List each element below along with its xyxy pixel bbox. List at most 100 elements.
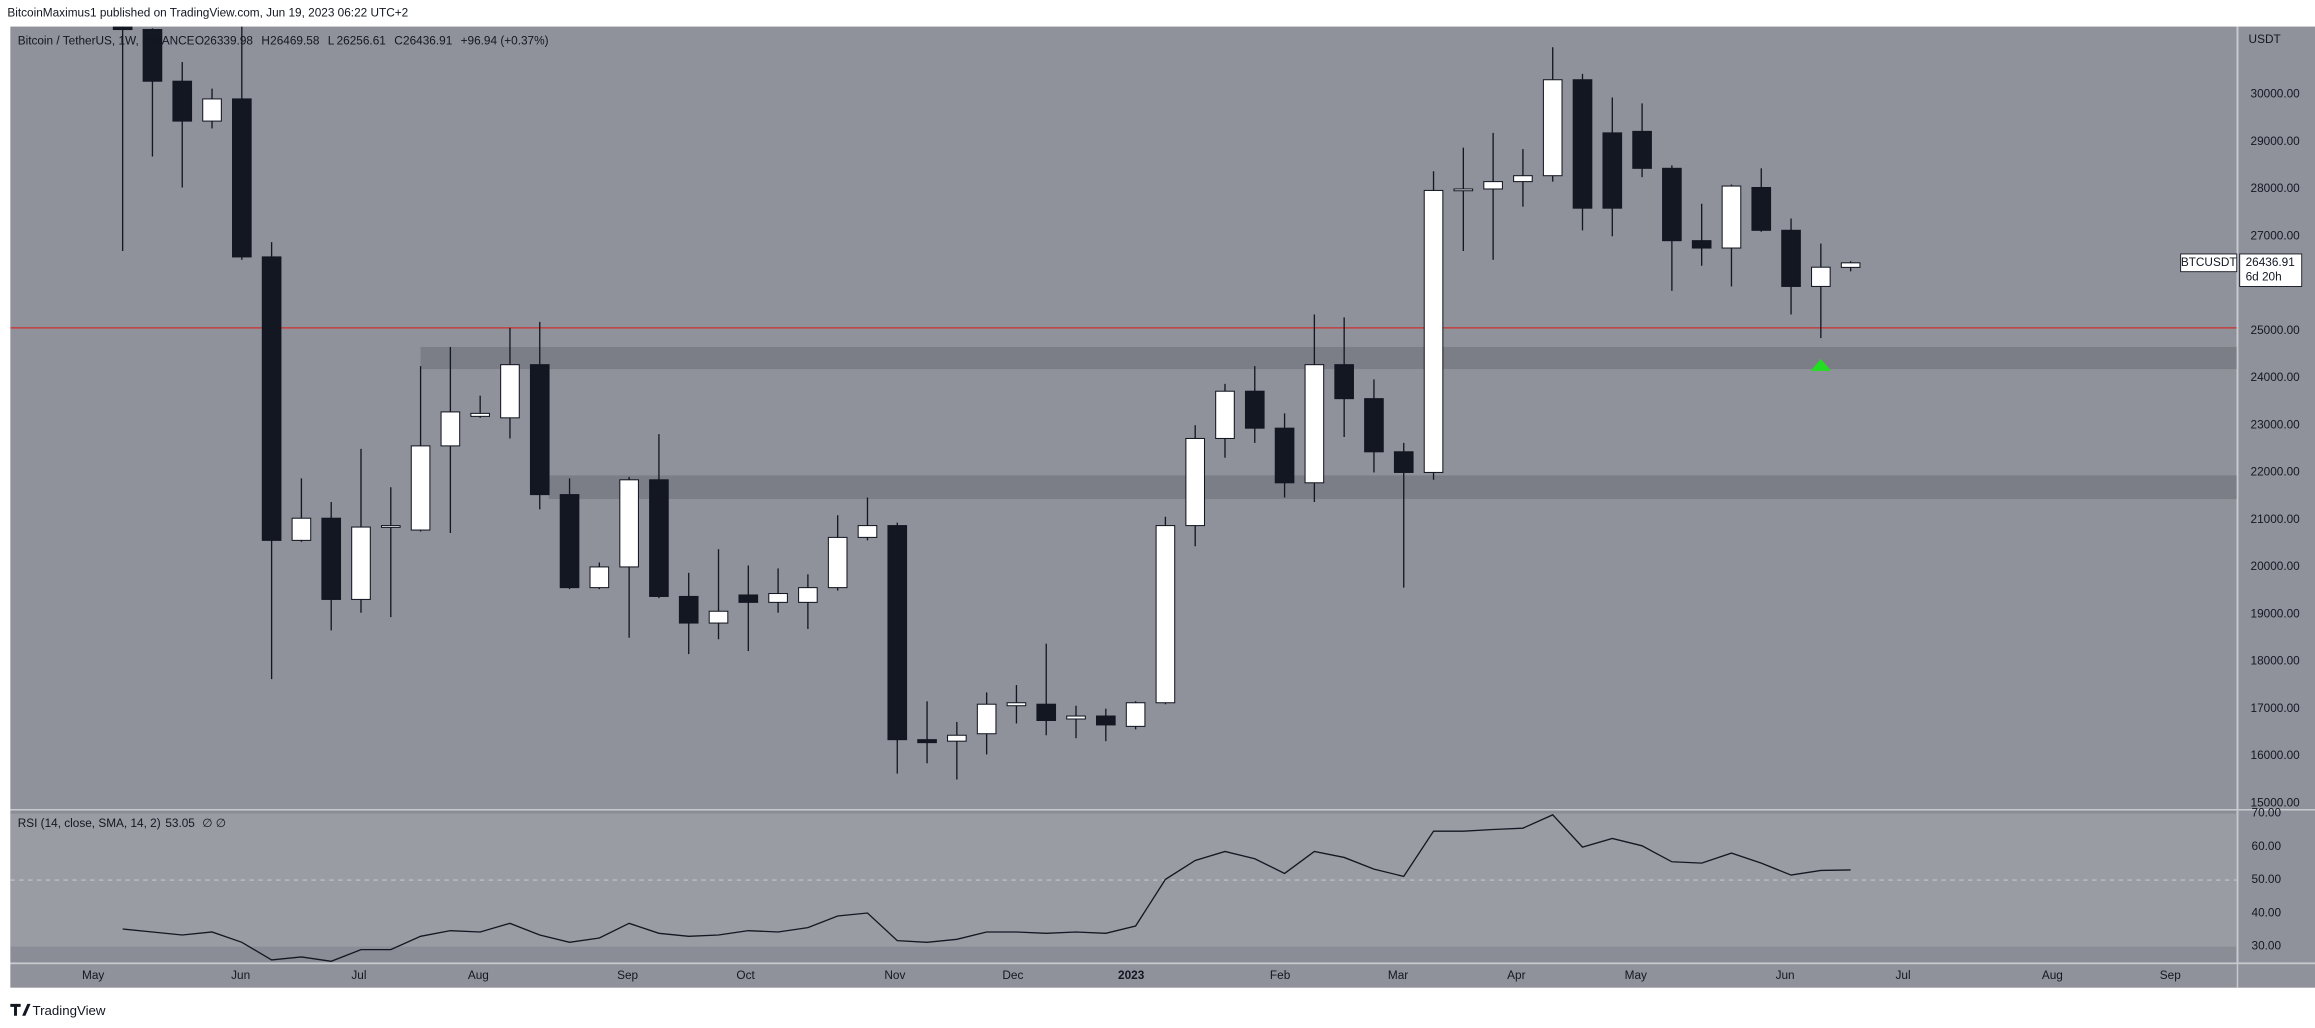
brand-logo [10, 1003, 31, 1016]
y-tick-label: 29000.00 [2251, 134, 2301, 148]
y-tick-label: 28000.00 [2251, 181, 2301, 195]
candle-body [470, 412, 490, 417]
symbol-tag-box [2180, 253, 2238, 273]
x-tick-label: Oct [736, 968, 755, 982]
candle-body [649, 479, 669, 597]
rsi-title: RSI (14, close, SMA, 14, 2) [18, 816, 161, 830]
candle-body [798, 587, 818, 603]
x-tick-label: Aug [468, 968, 489, 982]
candle-body [1662, 167, 1682, 242]
candle-body [738, 594, 759, 603]
x-tick-label: Feb [1270, 968, 1291, 982]
x-tick-label: Apr [1507, 968, 1525, 982]
candle-body [351, 526, 371, 600]
candle-body [827, 536, 848, 589]
time-axis [10, 964, 2315, 988]
candle-body [589, 566, 610, 589]
candle-body [1781, 229, 1801, 287]
rsi-tick-label: 70.00 [2252, 806, 2282, 820]
candle-body [380, 525, 401, 528]
candle-body [947, 734, 967, 742]
legend-key: L [328, 33, 335, 47]
symbol-tag: BTCUSDT [2181, 255, 2237, 269]
candle-body [202, 98, 222, 122]
candle-body [261, 256, 282, 541]
x-tick-label: May [1625, 968, 1647, 982]
x-tick-label: Nov [884, 968, 905, 982]
price-unit: USDT [2249, 32, 2281, 46]
candle-body [291, 517, 312, 541]
publisher-note: BitcoinMaximus1 published on TradingView… [7, 5, 408, 19]
candle-body [917, 739, 937, 744]
x-tick-label: Jul [351, 968, 366, 982]
candle-body [1513, 175, 1533, 183]
candle-body [1423, 189, 1444, 473]
legend-key: O [195, 33, 204, 47]
y-tick-label: 19000.00 [2251, 606, 2301, 620]
legend-change: +96.94 (+0.37%) [461, 33, 549, 47]
x-tick-label: May [82, 968, 104, 982]
price-tag: 26436.91 [2246, 255, 2295, 269]
y-tick-label: 15000.00 [2251, 795, 2301, 809]
y-tick-label: 16000.00 [2251, 748, 2301, 762]
legend-value: 26469.58 [270, 33, 320, 47]
candle-body [112, 26, 133, 31]
candle-body [1840, 262, 1861, 268]
rsi-suffix: ∅ ∅ [202, 816, 226, 830]
candle-body [232, 98, 252, 258]
y-tick-label: 24000.00 [2251, 370, 2301, 384]
price-plot [10, 26, 2237, 780]
candle-body [1364, 398, 1384, 453]
candle-body [500, 364, 520, 419]
candle-body [142, 29, 163, 82]
x-tick-label: Jul [1896, 968, 1911, 982]
candle-body [1632, 130, 1652, 169]
y-tick-label: 25000.00 [2251, 323, 2301, 337]
candle-body [559, 494, 580, 589]
support-zone [420, 346, 2237, 370]
candle-body [678, 595, 699, 624]
candle-body [440, 411, 461, 447]
candle-body [1185, 437, 1206, 527]
overlay: 15000.00 16000.00 17000.00 18000.00 19000.00… [82, 33, 2303, 982]
candle-body [976, 703, 997, 735]
candle-body [1691, 240, 1712, 249]
price-axis [2238, 26, 2315, 963]
candle-body [708, 610, 729, 624]
countdown: 6d 20h [2246, 270, 2282, 284]
candle-body [1602, 132, 1623, 209]
x-tick-label: Jun [231, 968, 250, 982]
candle-body [857, 525, 878, 538]
y-tick-label: 18000.00 [2251, 654, 2301, 668]
chart-title: Bitcoin / TetherUS, 1W, BINANCE [18, 33, 195, 47]
candle-body [1483, 181, 1503, 190]
legend-value: 26339.98 [204, 33, 254, 47]
candle-body [1304, 364, 1325, 484]
rsi-value: 53.05 [165, 816, 195, 830]
candle-body [1572, 79, 1593, 209]
candle-body [1215, 390, 1235, 439]
candle-body [887, 525, 908, 741]
candle-body [529, 364, 550, 496]
candle-body [1721, 185, 1742, 249]
x-tick-label: Jun [1776, 968, 1795, 982]
candle-body [1334, 364, 1354, 400]
x-tick-label: Dec [1002, 968, 1023, 982]
y-tick-label: 30000.00 [2251, 87, 2301, 101]
support-zone [548, 475, 2237, 500]
candle-body [619, 479, 639, 568]
candle-body [1542, 79, 1563, 177]
candle-body [410, 445, 431, 531]
rsi-line [122, 814, 1851, 962]
rsi-tick-label: 30.00 [2252, 939, 2282, 953]
candle-body [1155, 525, 1176, 704]
rsi-plot [10, 813, 2237, 962]
price-tag-box [2239, 253, 2303, 287]
legend-key: C [394, 33, 403, 47]
x-tick-label: 2023 [1118, 968, 1145, 982]
brand-name: TradingView [32, 1003, 105, 1018]
y-tick-label: 27000.00 [2251, 228, 2301, 242]
x-tick-label: Aug [2042, 968, 2063, 982]
candle-body [1811, 266, 1831, 287]
